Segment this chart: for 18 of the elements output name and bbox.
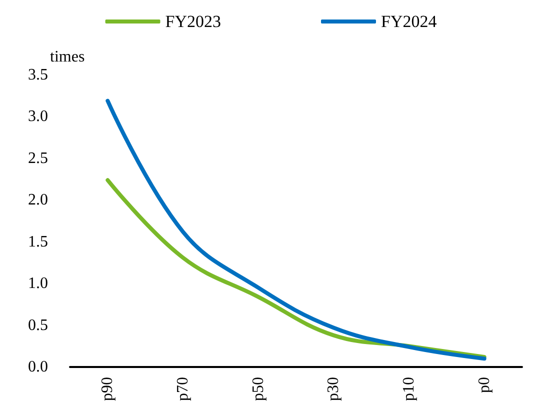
y-tick-label: 0.5 [28, 316, 48, 334]
y-axis-title: times [50, 48, 85, 66]
y-tick-label: 2.5 [28, 150, 48, 167]
x-tick-label: p70 [174, 377, 192, 401]
line-series [106, 98, 486, 361]
legend-label: FY2024 [381, 12, 438, 31]
y-tick-label: 3.5 [28, 66, 48, 84]
x-tick-label: p50 [250, 377, 267, 401]
x-tick-label: p30 [325, 377, 342, 401]
y-tick-label: 1.5 [28, 233, 48, 250]
x-tick-label: p0 [476, 377, 493, 393]
y-tick-label: 0.0 [28, 358, 48, 376]
x-tick-label: p90 [99, 377, 116, 401]
legend-label: FY2023 [165, 12, 222, 31]
y-tick-label: 1.0 [28, 275, 48, 292]
x-tick-label: p10 [400, 377, 418, 401]
y-tick-label: 2.0 [28, 192, 48, 209]
y-tick-label: 3.0 [28, 108, 48, 126]
